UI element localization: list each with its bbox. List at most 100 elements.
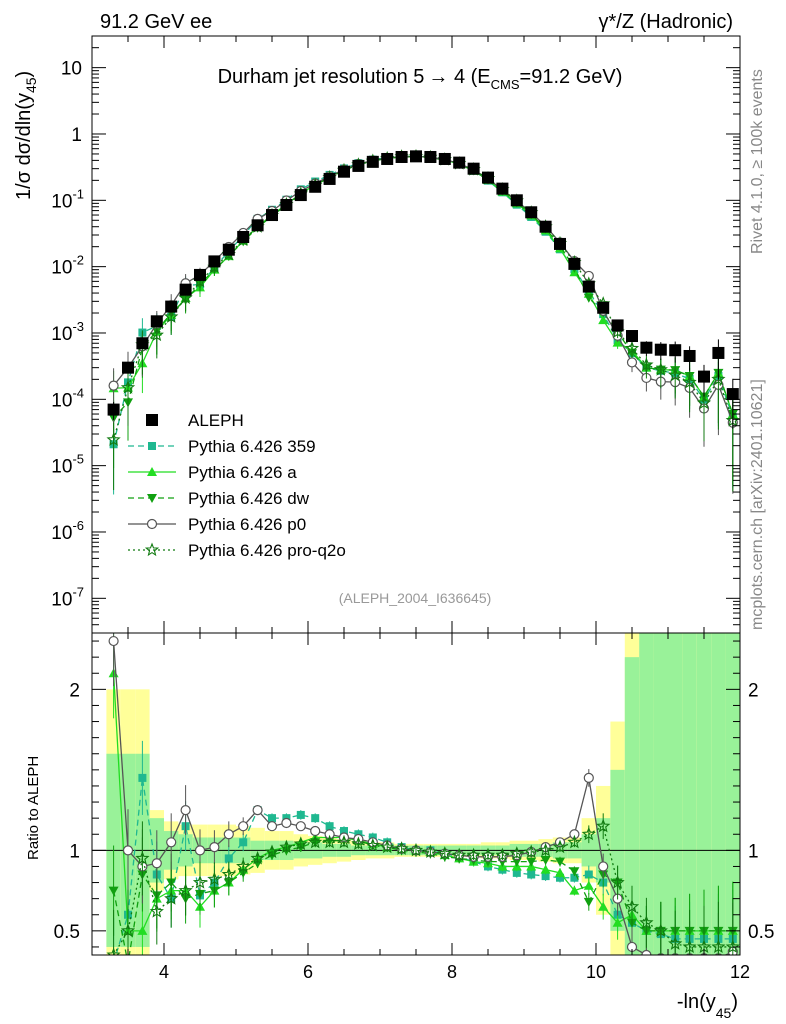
- ratio-point: [552, 839, 568, 854]
- data-point: [122, 361, 134, 374]
- rivet-version-label: Rivet 4.1.0, ≥ 100k events: [749, 69, 766, 254]
- data-point: [510, 194, 523, 207]
- ratio-point: [137, 925, 148, 935]
- ratio-point: [437, 846, 452, 860]
- data-point: [107, 403, 120, 416]
- y-tick-label: 10-5: [51, 452, 84, 478]
- main-plot-area: [106, 148, 740, 495]
- data-point: [726, 388, 739, 401]
- legend-label: Pythia 6.426 a: [188, 463, 297, 482]
- legend-marker: [147, 494, 157, 503]
- ratio-point: [293, 836, 308, 851]
- ratio-point: [639, 915, 654, 929]
- x-tick-label: 4: [159, 962, 169, 982]
- series-point: [149, 327, 164, 342]
- ratio-point: [583, 772, 594, 784]
- ratio-point: [610, 874, 625, 889]
- series-point: [178, 290, 193, 305]
- series-line: [112, 155, 734, 441]
- ratio-point: [511, 857, 522, 867]
- legend-marker: [144, 542, 160, 557]
- ratio-point: [236, 859, 251, 873]
- ratio-point: [524, 844, 539, 858]
- data-point: [410, 150, 422, 163]
- data-point: [395, 150, 408, 163]
- series-point: [612, 337, 623, 347]
- ratio-point: [120, 923, 136, 937]
- ratio-point: [624, 899, 640, 913]
- header-left-label: 91.2 GeV ee: [100, 11, 212, 33]
- data-point: [453, 156, 466, 169]
- ratio-point: [151, 858, 162, 869]
- series-point: [624, 340, 640, 355]
- series-point: [583, 293, 594, 303]
- series-point: [164, 309, 179, 323]
- data-point: [467, 162, 480, 175]
- ratio-point: [149, 903, 164, 918]
- y-tick-label: 10-3: [51, 319, 84, 345]
- series-point: [639, 357, 654, 372]
- ratio-point: [336, 834, 352, 849]
- ratio-point: [135, 850, 150, 865]
- data-point: [654, 343, 667, 356]
- ratio-point: [598, 901, 609, 911]
- ratio-point: [408, 842, 424, 857]
- ratio-point: [641, 949, 652, 955]
- series-point: [626, 357, 638, 368]
- data-point: [381, 152, 394, 165]
- ratio-point: [239, 838, 248, 847]
- ratio-point: [279, 839, 294, 854]
- ratio-point: [351, 836, 366, 851]
- ratio-point: [452, 847, 467, 862]
- ratio-point: [423, 844, 438, 858]
- ratio-point: [110, 959, 118, 967]
- x-tick-label: 6: [303, 962, 313, 982]
- ratio-tick-label-right: 2: [748, 680, 759, 701]
- chart-title: Durham jet resolution 5 → 4 (ECMS=91.2 Ge…: [218, 66, 623, 92]
- ratio-point: [238, 821, 249, 832]
- data-point: [626, 330, 638, 343]
- ratio-point: [509, 846, 524, 860]
- ratio-band-stat: [653, 633, 668, 955]
- ratio-point: [668, 936, 683, 950]
- series-point: [668, 367, 683, 382]
- data-point: [525, 206, 538, 219]
- ratio-point: [194, 845, 206, 856]
- series-point: [682, 374, 697, 389]
- ratio-point: [466, 847, 481, 862]
- mcplots-label: mcplots.cern.ch [arXiv:2401.10621]: [749, 379, 766, 630]
- data-point: [539, 220, 552, 233]
- ratio-point: [268, 814, 276, 823]
- ratio-point: [526, 857, 537, 867]
- ratio-point: [538, 842, 553, 857]
- ratio-tick-label-left: 2: [69, 680, 80, 701]
- legend-marker: [148, 442, 156, 450]
- ratio-point: [596, 818, 611, 833]
- series-line: [113, 155, 734, 423]
- data-point: [568, 257, 581, 270]
- ratio-band-stat: [624, 657, 640, 955]
- header-right-label: γ*/Z (Hadronic): [599, 11, 733, 33]
- ratio-point: [308, 834, 323, 849]
- series-point: [711, 371, 726, 386]
- legend-marker: [146, 414, 158, 426]
- ratio-point: [311, 814, 320, 823]
- data-point: [554, 237, 566, 250]
- ratio-point: [325, 822, 334, 831]
- y-tick-label: 10-1: [51, 186, 84, 212]
- ratio-point: [583, 897, 594, 907]
- data-point: [165, 300, 178, 313]
- y-tick-label: 10-4: [51, 385, 84, 411]
- series-point: [108, 380, 119, 391]
- ratio-point: [584, 870, 593, 879]
- ratio-band-stat: [725, 633, 740, 955]
- ratio-point: [570, 873, 579, 882]
- y-tick-label: 1: [71, 125, 82, 146]
- ratio-point: [340, 827, 348, 836]
- ratio-point: [223, 829, 234, 840]
- ratio-point: [512, 868, 521, 877]
- ratio-point: [682, 939, 697, 953]
- data-point: [222, 243, 235, 256]
- ratio-point: [365, 837, 380, 852]
